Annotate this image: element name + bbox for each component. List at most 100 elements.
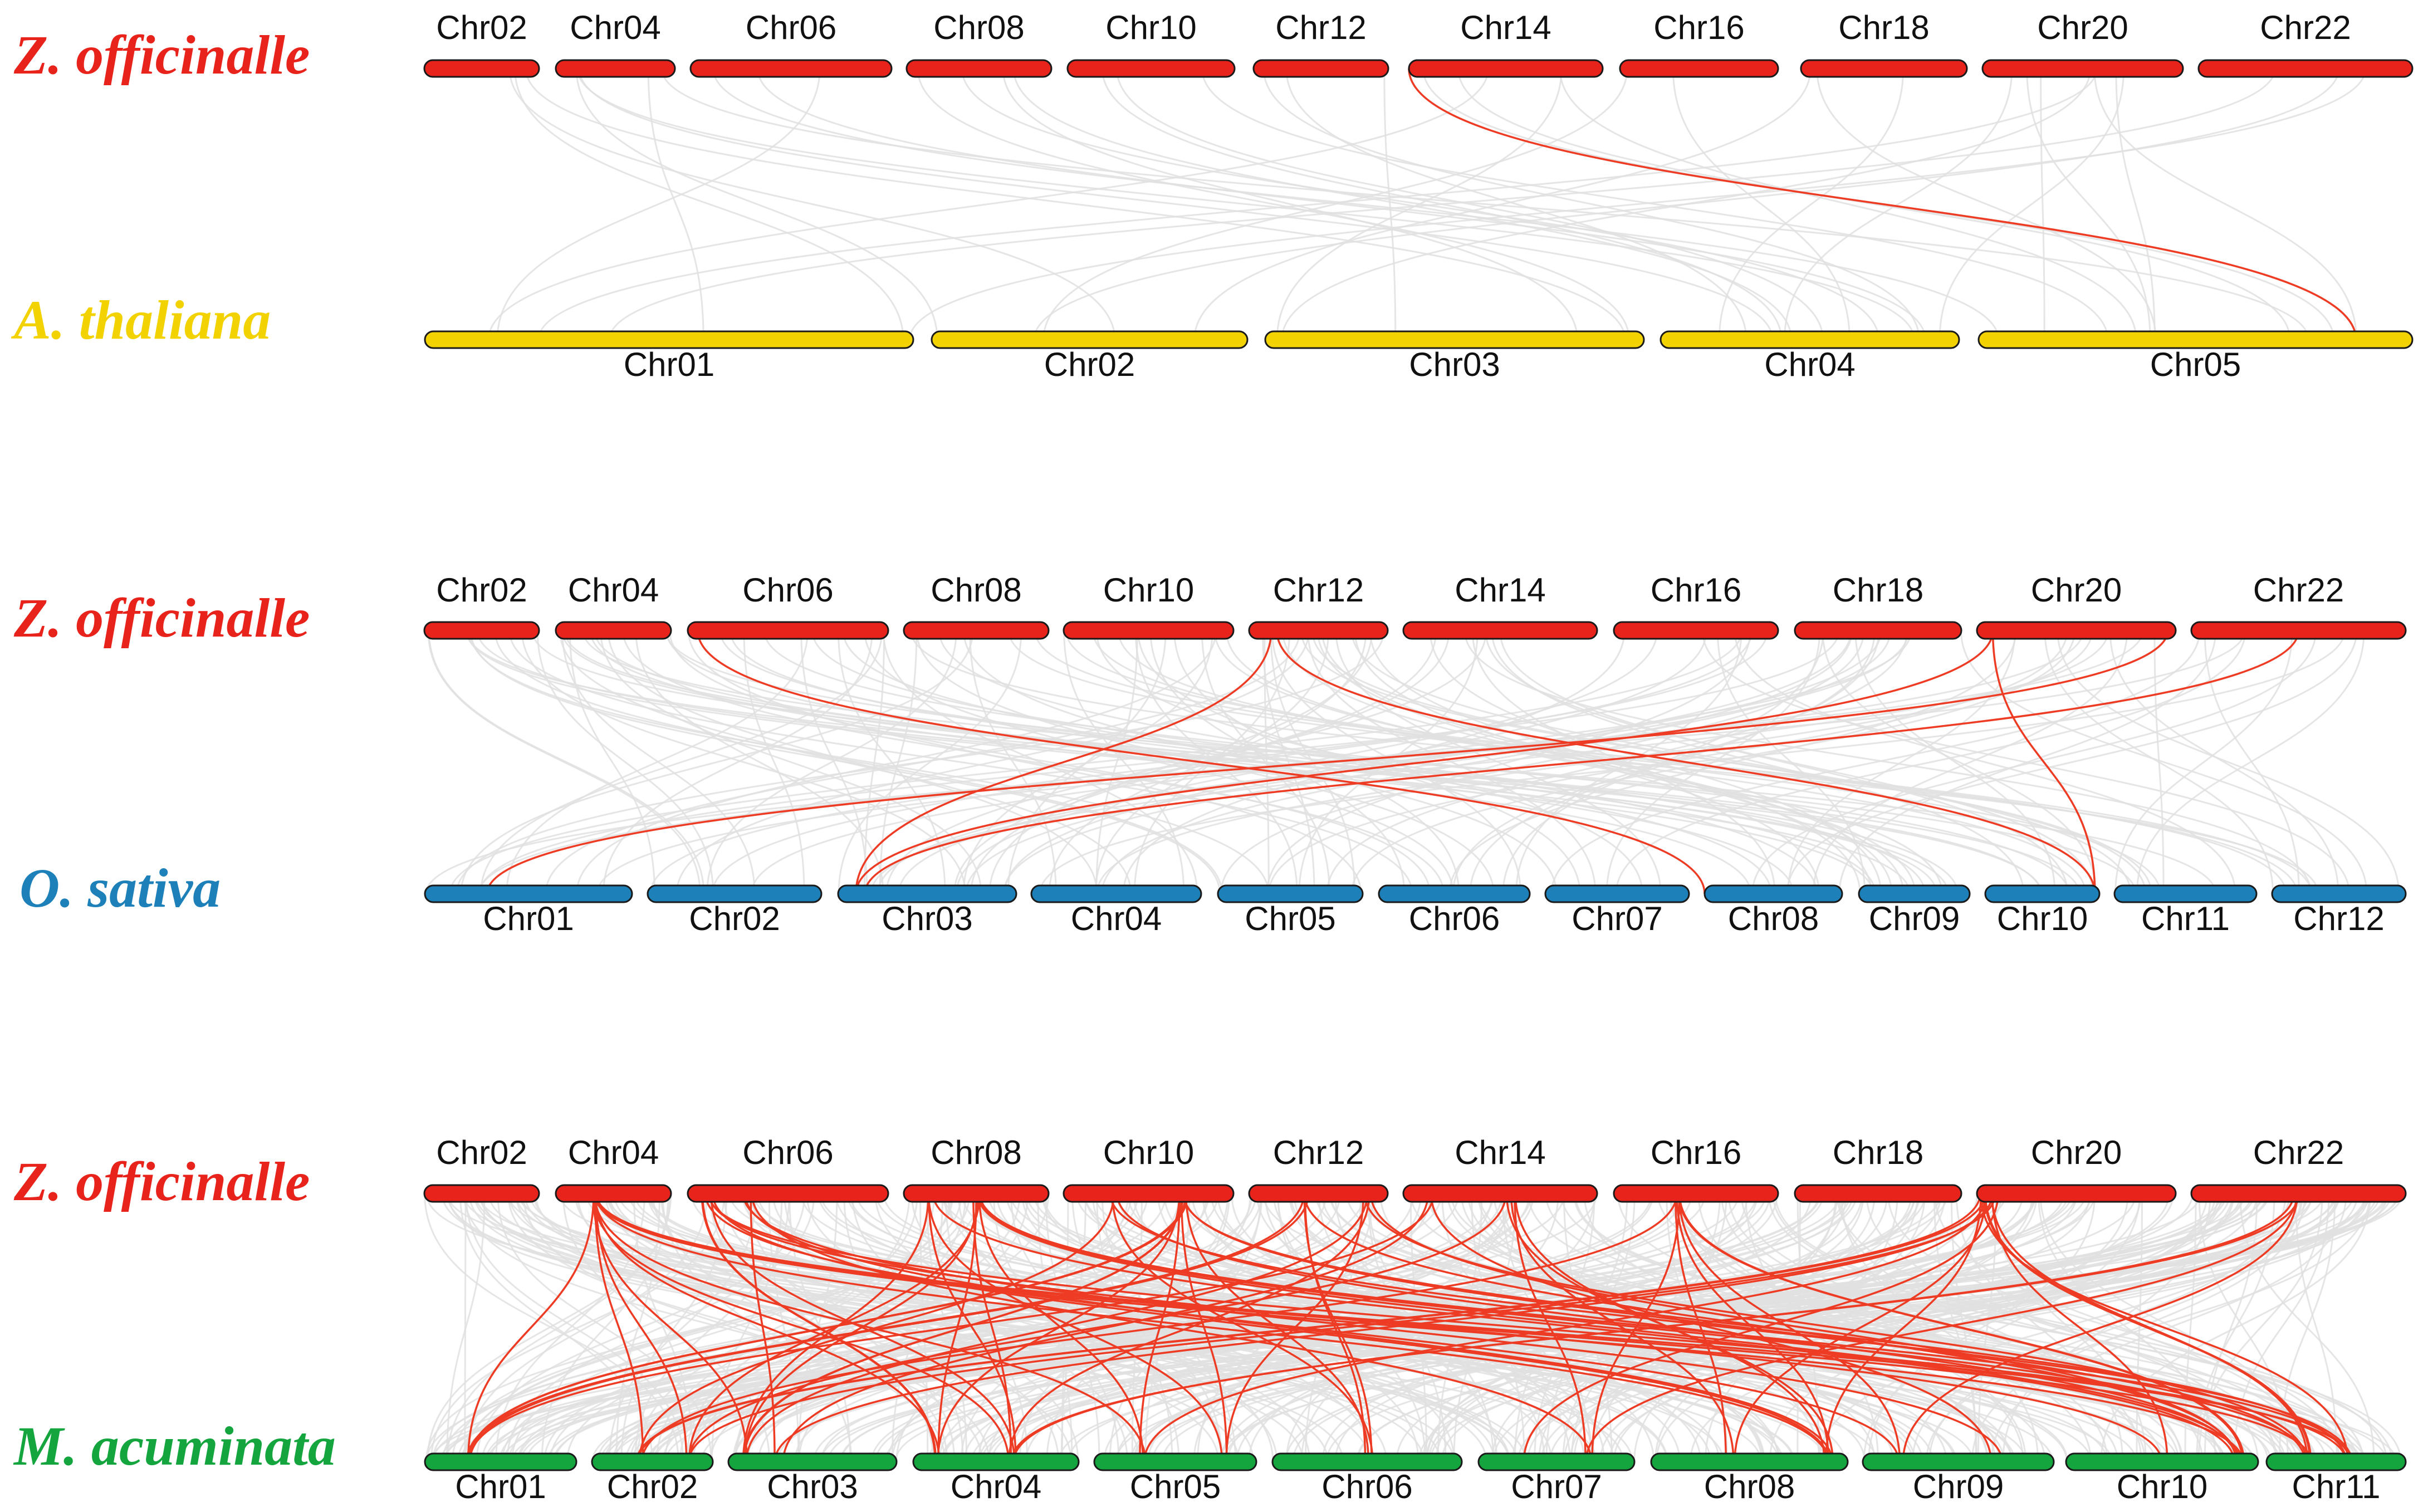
chromosome-label-bottom: Chr01	[455, 1468, 546, 1505]
highlighted-link	[745, 1193, 1368, 1462]
highlighted-link	[750, 1193, 776, 1462]
background-link	[569, 630, 656, 894]
chromosome-bar-top	[687, 1184, 889, 1203]
background-link	[514, 68, 904, 340]
chromosome-label-bottom: Chr06	[1409, 900, 1500, 937]
background-link	[1657, 1193, 2402, 1462]
background-link	[1149, 630, 1406, 894]
background-link	[459, 1193, 653, 1462]
background-link	[479, 1193, 1455, 1462]
background-link	[2026, 68, 2151, 340]
background-link	[757, 68, 1927, 340]
background-link	[1599, 1193, 2219, 1462]
background-link	[1838, 1193, 2142, 1462]
background-link	[1769, 1193, 2129, 1462]
background-link	[1933, 1193, 1978, 1462]
chromosome-label-bottom: Chr11	[2292, 1468, 2381, 1505]
highlighted-link	[467, 1193, 1187, 1462]
chromosome-bars	[423, 59, 2414, 1471]
chromosome-bar-top	[1794, 1184, 1962, 1203]
background-link	[535, 1193, 1304, 1462]
highlighted-link	[977, 1193, 2310, 1462]
background-link	[1351, 630, 2132, 894]
highlighted-link	[638, 1193, 1115, 1462]
chromosome-bar-bottom	[424, 884, 633, 903]
background-link	[607, 1193, 1370, 1462]
chromosome-bar-top	[2190, 621, 2407, 640]
background-link	[1960, 630, 2368, 894]
background-link	[628, 1193, 2092, 1462]
background-link	[508, 68, 1116, 340]
highlighted-link	[687, 1193, 1507, 1462]
highlighted-link	[864, 630, 2300, 894]
chromosome-bar-top	[1976, 621, 2177, 640]
chromosome-label-bottom: Chr07	[1572, 900, 1662, 937]
background-link	[1550, 630, 2201, 894]
highlighted-link	[1143, 1193, 1988, 1462]
background-link	[1266, 630, 1751, 894]
chromosome-label-top: Chr12	[1273, 1134, 1364, 1171]
background-link	[741, 1193, 1510, 1462]
background-link	[806, 1193, 1278, 1462]
highlighted-link	[593, 1193, 2244, 1462]
chromosome-label-top: Chr20	[2031, 571, 2122, 609]
background-link	[424, 1193, 679, 1462]
species-label-zingiber-panel1: Z. officinalle	[13, 24, 310, 86]
background-link	[1298, 630, 1479, 894]
background-link	[1716, 630, 1866, 894]
background-link	[1270, 630, 1355, 894]
highlighted-link	[1983, 1193, 2311, 1462]
highlighted-link	[742, 1193, 1184, 1462]
background-link	[1812, 630, 2128, 894]
highlighted-link	[1514, 1193, 1825, 1462]
highlighted-synteny-links	[466, 68, 2357, 1462]
background-link	[1485, 630, 2094, 894]
species-label-musa: M. acuminata	[13, 1415, 336, 1477]
background-link	[469, 630, 1221, 894]
chromosome-bar-bottom	[1650, 1452, 1849, 1471]
chromosome-bar-bottom	[2265, 1452, 2407, 1471]
chromosome-bar-top	[555, 1184, 672, 1203]
chromosome-bar-bottom	[837, 884, 1017, 903]
highlighted-link	[594, 1193, 644, 1462]
highlighted-link	[1676, 1193, 1830, 1462]
background-link	[1866, 1193, 2259, 1462]
highlighted-link	[1674, 1193, 1727, 1462]
background-link	[2093, 68, 2357, 340]
background-link	[566, 1193, 1133, 1462]
background-link	[637, 1193, 1652, 1462]
background-link	[938, 630, 1818, 894]
background-link	[649, 630, 1769, 894]
chromosome-bar-bottom	[1858, 884, 1971, 903]
background-link	[428, 630, 705, 894]
background-link	[2057, 630, 2400, 894]
background-link	[1816, 68, 2157, 340]
background-link	[575, 68, 938, 340]
chromosome-bar-bottom	[1544, 884, 1690, 903]
chromosome-label-top: Chr04	[568, 571, 659, 609]
chromosome-label-top: Chr06	[746, 9, 836, 46]
chromosome-bar-top	[2190, 1184, 2407, 1203]
chromosome-labels: Chr02 Chr04 Chr06 Chr08 Chr10 Chr12 Chr14 Chr16…	[436, 9, 2384, 1505]
background-link	[446, 1193, 671, 1462]
background-link	[525, 68, 1626, 340]
chromosome-label-bottom: Chr03	[767, 1468, 858, 1505]
background-link	[2115, 68, 2156, 340]
background-link	[600, 630, 982, 894]
chromosome-bar-top	[903, 621, 1050, 640]
chromosome-label-bottom: Chr02	[607, 1468, 698, 1505]
highlighted-link	[1369, 1193, 2238, 1462]
background-link	[465, 1193, 684, 1462]
highlighted-link	[637, 1193, 1986, 1462]
chromosome-label-bottom: Chr05	[1245, 900, 1335, 937]
background-link	[466, 630, 2043, 894]
species-labels: Z. officinalle A. thaliana Z. officinall…	[11, 24, 336, 1477]
background-link	[596, 630, 2084, 894]
chromosome-bar-bottom	[2271, 884, 2407, 903]
background-link	[1734, 630, 2236, 894]
chromosome-bar-bottom	[1862, 1452, 2055, 1471]
highlighted-link	[1007, 1193, 1370, 1462]
background-link	[962, 630, 1213, 894]
background-link	[495, 1193, 645, 1462]
background-link	[870, 630, 2109, 894]
